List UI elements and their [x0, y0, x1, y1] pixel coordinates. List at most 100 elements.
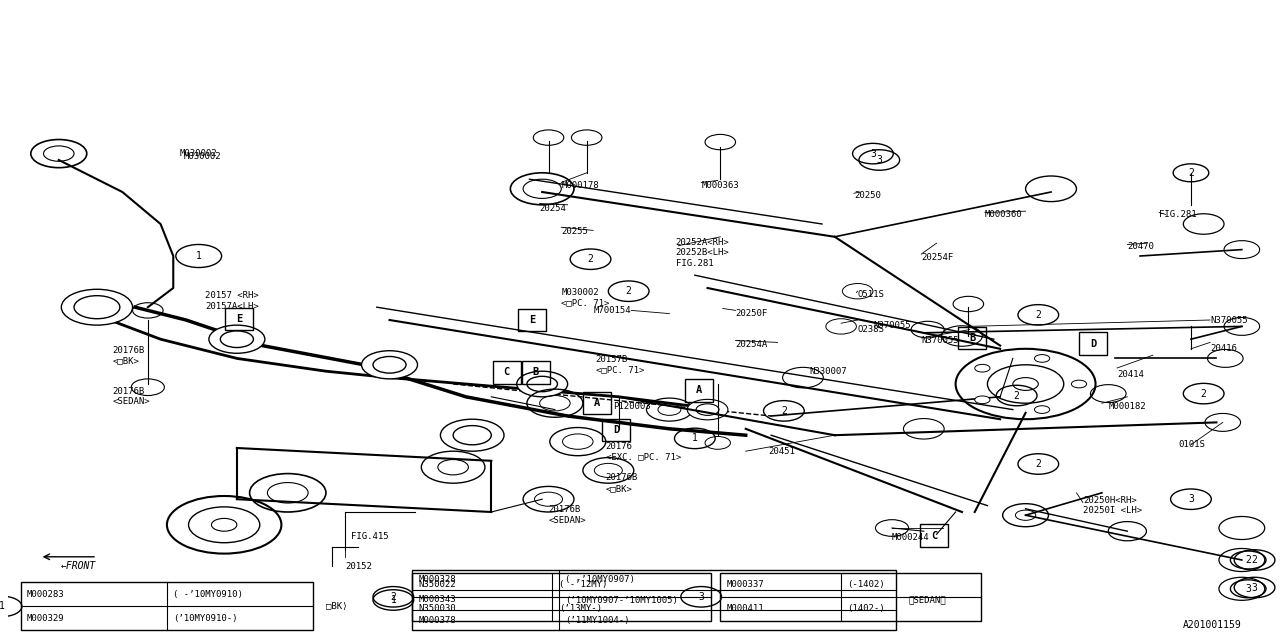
Text: B: B: [532, 367, 539, 378]
Text: 0101S: 0101S: [1178, 440, 1204, 449]
Text: 20157 <RH>
20157A<LH>: 20157 <RH> 20157A<LH>: [205, 291, 259, 310]
Text: A201001159: A201001159: [1183, 620, 1242, 630]
Text: 20176B
<□BK>: 20176B <□BK>: [113, 346, 145, 365]
Text: 20250: 20250: [854, 191, 881, 200]
Text: D: D: [1089, 339, 1096, 349]
Text: N370055: N370055: [922, 336, 959, 345]
Text: O238S: O238S: [858, 325, 884, 334]
Text: M000283: M000283: [27, 590, 64, 599]
Circle shape: [361, 351, 417, 379]
Text: M030002: M030002: [179, 149, 218, 158]
Text: M000178: M000178: [561, 181, 599, 190]
Circle shape: [975, 364, 989, 372]
Text: 20470: 20470: [1128, 242, 1155, 251]
Text: N330007: N330007: [809, 367, 847, 376]
Text: 2: 2: [1014, 390, 1020, 401]
Text: M000411: M000411: [727, 604, 764, 613]
Text: 2: 2: [781, 406, 787, 416]
Text: M700154: M700154: [594, 306, 631, 315]
Text: B: B: [969, 333, 975, 343]
Text: 3: 3: [870, 148, 876, 159]
Text: 20254F: 20254F: [922, 253, 954, 262]
Circle shape: [1012, 378, 1038, 390]
Circle shape: [1071, 380, 1087, 388]
Text: A: A: [695, 385, 701, 396]
Text: 20250F: 20250F: [736, 309, 768, 318]
Text: 20176B
<SEDAN>: 20176B <SEDAN>: [549, 506, 586, 525]
Text: FIG.281: FIG.281: [1160, 210, 1197, 219]
Text: 20414: 20414: [1117, 370, 1144, 379]
Text: E: E: [237, 314, 242, 324]
Text: 3: 3: [877, 155, 882, 165]
Text: A: A: [594, 398, 600, 408]
Text: C: C: [931, 531, 937, 541]
Text: 2: 2: [1188, 168, 1194, 178]
Text: 2: 2: [1036, 310, 1041, 320]
Text: (-1402): (-1402): [847, 580, 884, 589]
Text: 20255: 20255: [561, 227, 588, 236]
Text: (’10MY0910-): (’10MY0910-): [173, 614, 238, 623]
Text: N370055: N370055: [1210, 316, 1248, 324]
Text: M000378: M000378: [419, 616, 457, 625]
Text: 20152: 20152: [346, 562, 372, 571]
Text: 20176B
<SEDAN>: 20176B <SEDAN>: [113, 387, 150, 406]
Text: 20416: 20416: [1210, 344, 1236, 353]
Text: (’13MY-): (’13MY-): [558, 604, 602, 613]
Text: 20451: 20451: [768, 447, 795, 456]
Circle shape: [61, 289, 133, 325]
Text: □BK⟩: □BK⟩: [326, 602, 347, 611]
Text: N350022: N350022: [419, 580, 457, 589]
Text: N370055: N370055: [873, 321, 911, 330]
Text: M000360: M000360: [984, 210, 1023, 219]
Circle shape: [1034, 406, 1050, 413]
Circle shape: [1034, 355, 1050, 362]
Bar: [721, 573, 980, 621]
Text: 〈SEDAN〉: 〈SEDAN〉: [909, 595, 946, 605]
Text: 20252A<RH>
20252B<LH>
FIG.281: 20252A<RH> 20252B<LH> FIG.281: [676, 238, 730, 268]
Text: N350030: N350030: [419, 604, 457, 613]
Text: M000329: M000329: [27, 614, 64, 623]
Text: 1: 1: [692, 433, 698, 444]
Text: (’10MY0907-’10MY1005): (’10MY0907-’10MY1005): [564, 595, 678, 605]
Text: 20254: 20254: [540, 204, 567, 212]
Text: C: C: [503, 367, 509, 378]
Text: M000244: M000244: [892, 533, 929, 542]
Text: 3: 3: [1188, 494, 1194, 504]
Text: M030002
<□PC. 71>: M030002 <□PC. 71>: [561, 288, 609, 307]
Circle shape: [687, 399, 728, 420]
Text: M000363: M000363: [701, 181, 739, 190]
Text: ( -’10MY0910): ( -’10MY0910): [173, 590, 243, 599]
Text: P120003: P120003: [613, 402, 650, 411]
Text: 2: 2: [1036, 459, 1041, 469]
Text: M000337: M000337: [727, 580, 764, 589]
Bar: [412, 573, 712, 621]
Circle shape: [975, 396, 989, 404]
Text: D: D: [613, 425, 620, 435]
Text: 20157B
<□PC. 71>: 20157B <□PC. 71>: [595, 355, 644, 374]
Text: 20176
<EXC. □PC. 71>: 20176 <EXC. □PC. 71>: [605, 442, 681, 461]
Text: 2: 2: [1245, 555, 1251, 565]
Text: 2: 2: [626, 286, 631, 296]
Text: M030002: M030002: [183, 152, 221, 161]
Text: M000182: M000182: [1108, 402, 1146, 411]
Text: ( -’10MY0907): ( -’10MY0907): [564, 575, 635, 584]
Text: 20254A: 20254A: [736, 340, 768, 349]
Text: 2: 2: [390, 592, 397, 602]
Text: 20176B
<□BK>: 20176B <□BK>: [605, 474, 637, 493]
Text: M000343: M000343: [419, 595, 457, 605]
Text: 2: 2: [1201, 388, 1207, 399]
Text: 1: 1: [196, 251, 202, 261]
Circle shape: [440, 419, 504, 451]
Circle shape: [517, 371, 567, 397]
Text: 3: 3: [1245, 584, 1251, 594]
Text: (’11MY1004-): (’11MY1004-): [564, 616, 630, 625]
Text: (1402-): (1402-): [847, 604, 884, 613]
Text: 2: 2: [1252, 555, 1257, 565]
Text: M000328: M000328: [419, 575, 457, 584]
Bar: [412, 570, 896, 630]
Text: 3: 3: [1252, 582, 1257, 593]
Text: 1: 1: [0, 602, 4, 611]
Bar: [20, 582, 314, 630]
Circle shape: [209, 325, 265, 353]
Text: 2: 2: [588, 254, 594, 264]
